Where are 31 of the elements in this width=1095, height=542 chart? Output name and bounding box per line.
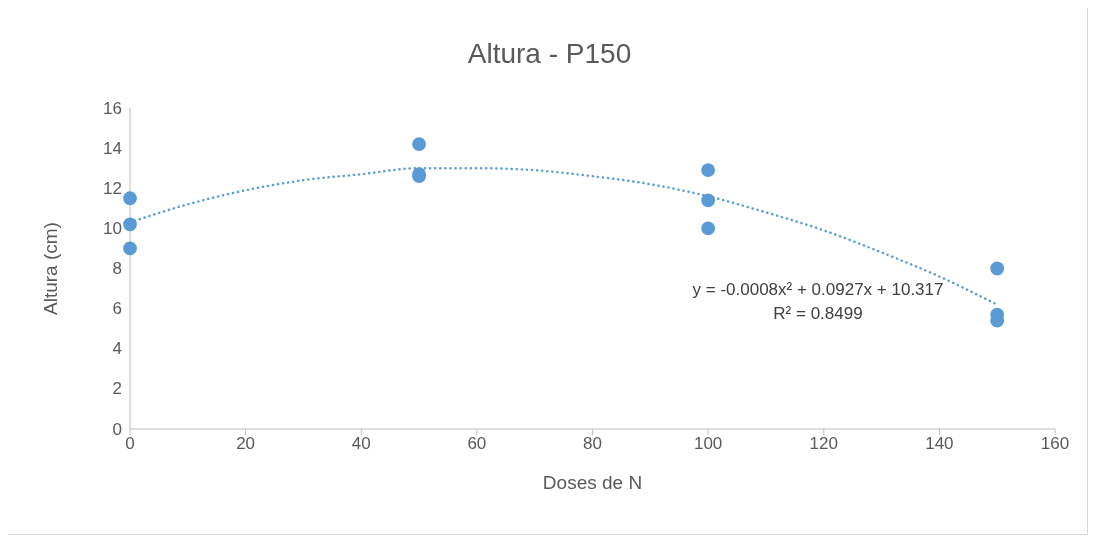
point [701, 193, 716, 208]
x-tick-label: 0 [125, 434, 135, 454]
y-tick-label: 10 [103, 218, 122, 238]
y-tick-label: 14 [103, 138, 122, 158]
point [123, 217, 137, 232]
x-tick-label: 120 [809, 434, 838, 454]
point [701, 221, 716, 236]
chart-title: Altura - P150 [466, 38, 633, 70]
y-tick-label: 2 [112, 379, 122, 399]
point [701, 163, 716, 178]
x-tick-label: 20 [236, 434, 256, 454]
point [990, 261, 1005, 276]
x-tick-label: 160 [1040, 434, 1070, 454]
y-tick-label: 4 [112, 339, 122, 359]
x-tick-label: 140 [925, 434, 954, 454]
x-tick-label: 80 [583, 434, 602, 454]
y-tick-label: 16 [103, 98, 122, 118]
y-tick-label: 12 [103, 178, 122, 198]
point [123, 191, 137, 206]
point [123, 241, 137, 256]
point [412, 137, 426, 152]
x-axis-title: Doses de N [542, 472, 643, 493]
x-tick-label: 100 [693, 434, 723, 454]
y-axis-title: Altura (cm) [39, 222, 61, 315]
annotation: y = -0.0008x² + 0.0927x + 10.317 [691, 279, 945, 301]
y-tick-label: 6 [112, 299, 122, 319]
x-tick-label: 60 [467, 434, 487, 454]
y-tick-label: 8 [112, 259, 122, 278]
x-tick-label: 40 [351, 434, 371, 454]
annotation: R² = 0.8499 [772, 303, 864, 325]
y-tick-label: 0 [112, 419, 122, 439]
